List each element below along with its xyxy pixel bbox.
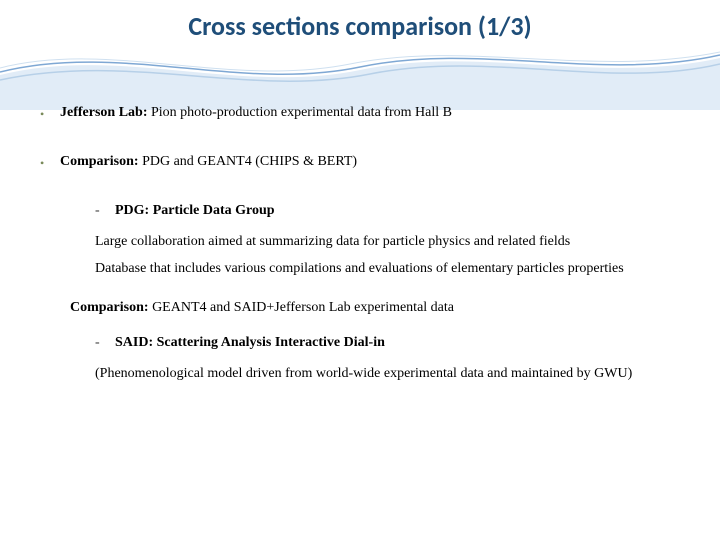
bullet-bold: Comparison:: [60, 154, 139, 169]
bullet-marker-icon: •: [40, 102, 60, 123]
bullet-rest: Pion photo-production experimental data …: [148, 105, 452, 120]
bullet-bold: Jefferson Lab:: [60, 105, 148, 120]
content-area: • Jefferson Lab: Pion photo-production e…: [0, 42, 720, 384]
sub-section-2: - SAID: Scattering Analysis Interactive …: [40, 332, 680, 384]
sub-heading-bold: Comparison:: [70, 300, 149, 315]
dash-item: - SAID: Scattering Analysis Interactive …: [95, 332, 680, 353]
dash-marker-icon: -: [95, 332, 115, 353]
sub-section-1: - PDG: Particle Data Group Large collabo…: [40, 200, 680, 279]
sub1-line: Database that includes various compilati…: [95, 258, 680, 279]
bullet-item: • Jefferson Lab: Pion photo-production e…: [40, 102, 680, 123]
sub-heading: Comparison: GEANT4 and SAID+Jefferson La…: [70, 297, 680, 318]
dash-marker-icon: -: [95, 200, 115, 221]
sub-heading-rest: GEANT4 and SAID+Jefferson Lab experiment…: [149, 300, 454, 315]
sub2-heading: SAID: Scattering Analysis Interactive Di…: [115, 332, 385, 353]
bullet-text: Comparison: PDG and GEANT4 (CHIPS & BERT…: [60, 151, 357, 172]
sub1-heading: PDG: Particle Data Group: [115, 200, 275, 221]
bullet-item: • Comparison: PDG and GEANT4 (CHIPS & BE…: [40, 151, 680, 172]
sub1-line: Large collaboration aimed at summarizing…: [95, 231, 680, 252]
bullet-text: Jefferson Lab: Pion photo-production exp…: [60, 102, 452, 123]
slide-title: Cross sections comparison (1/3): [0, 0, 720, 42]
sub2-line: (Phenomenological model driven from worl…: [95, 363, 680, 384]
bullet-rest: PDG and GEANT4 (CHIPS & BERT): [139, 154, 358, 169]
dash-item: - PDG: Particle Data Group: [95, 200, 680, 221]
bullet-marker-icon: •: [40, 151, 60, 172]
